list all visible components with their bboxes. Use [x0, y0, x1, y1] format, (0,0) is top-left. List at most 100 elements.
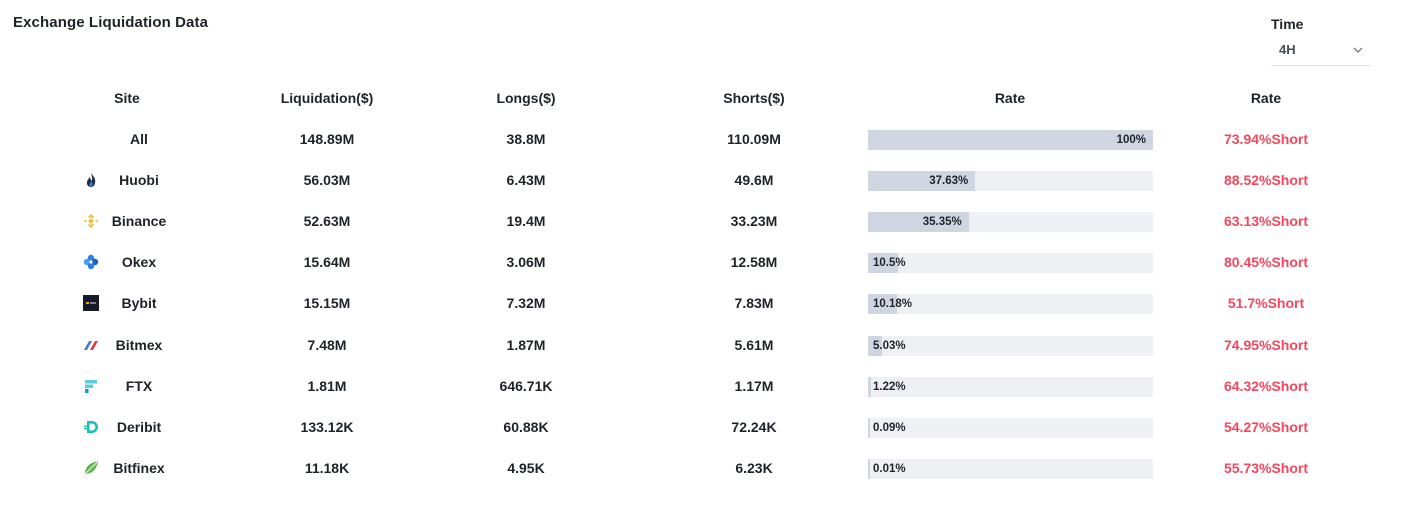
share-bar-track: 0.09%: [868, 418, 1153, 438]
short-rate-value: 64.32%Short: [1223, 378, 1309, 394]
liquidation-value: 148.89M: [299, 131, 355, 147]
share-bar-track: 10.18%: [868, 294, 1153, 314]
ftx-bars-icon: [83, 378, 99, 394]
column-header-rate-share: Rate: [994, 90, 1026, 106]
share-bar-label: 1.22%: [873, 381, 906, 393]
short-rate-value: 55.73%Short: [1223, 460, 1309, 476]
bitfinex-leaf-icon: [83, 460, 99, 476]
table-row: Binance 52.63M 19.4M 33.23M 35.35% 63.13%Shor…: [0, 211, 1404, 232]
site-name: Huobi: [119, 172, 159, 188]
time-select-value: 4H: [1279, 42, 1296, 57]
share-bar-label: 10.18%: [873, 298, 913, 310]
column-header-site: Site: [114, 90, 140, 106]
site-name: All: [130, 131, 148, 147]
share-bar-fill: [868, 212, 969, 232]
share-bar-fill: [868, 253, 898, 273]
table-row: Okex 15.64M 3.06M 12.58M 10.5% 80.45%Short: [0, 252, 1404, 273]
shorts-value: 72.24K: [731, 419, 777, 435]
liquidation-value: 133.12K: [300, 419, 354, 435]
site-name: Bitmex: [115, 337, 163, 353]
share-bar-label: 37.63%: [929, 175, 969, 187]
bitmex-slash-icon: [83, 337, 99, 353]
share-bar-track: 35.35%: [868, 212, 1153, 232]
table-row: Bitfinex 11.18K 4.95K 6.23K 0.01% 55.73%Short: [0, 458, 1404, 479]
okex-cluster-icon: [83, 254, 99, 270]
longs-value: 38.8M: [506, 131, 546, 147]
site-cell: Huobi: [60, 170, 210, 190]
share-bar-track: 37.63%: [868, 171, 1153, 191]
share-bar-label: 0.01%: [873, 463, 906, 475]
shorts-value: 1.17M: [734, 378, 774, 394]
share-bar-fill: [868, 130, 1153, 150]
liquidation-value: 15.15M: [303, 295, 351, 311]
share-bar-label: 0.09%: [873, 422, 906, 434]
table-row: Deribit 133.12K 60.88K 72.24K 0.09% 54.27%Sho…: [0, 417, 1404, 438]
table-row: FTX 1.81M 646.71K 1.17M 1.22% 64.32%Short: [0, 376, 1404, 397]
share-bar-fill: [868, 418, 870, 438]
share-bar-label: 5.03%: [873, 340, 906, 352]
shorts-value: 33.23M: [730, 213, 778, 229]
shorts-value: 5.61M: [734, 337, 774, 353]
site-cell: Bitmex: [60, 335, 210, 355]
short-rate-value: 74.95%Short: [1223, 337, 1309, 353]
shorts-value: 49.6M: [734, 172, 774, 188]
table-row: Huobi 56.03M 6.43M 49.6M 37.63% 88.52%Short: [0, 170, 1404, 191]
site-name: Okex: [121, 254, 157, 270]
share-bar-fill: [868, 459, 870, 479]
site-cell: All: [60, 129, 210, 149]
column-header-liquidation: Liquidation($): [280, 90, 374, 106]
share-bar-track: 100%: [868, 130, 1153, 150]
table-row: Bitmex 7.48M 1.87M 5.61M 5.03% 74.95%Short: [0, 335, 1404, 356]
share-bar-fill: [868, 294, 897, 314]
longs-value: 60.88K: [503, 419, 549, 435]
time-filter: Time 4H: [1271, 16, 1371, 66]
share-bar-track: 10.5%: [868, 253, 1153, 273]
binance-diamond-icon: [83, 213, 99, 229]
share-bar-fill: [868, 377, 872, 397]
time-select[interactable]: 4H: [1271, 40, 1371, 66]
longs-value: 1.87M: [506, 337, 546, 353]
liquidation-value: 7.48M: [307, 337, 347, 353]
share-bar-track: 1.22%: [868, 377, 1153, 397]
share-bar-track: 5.03%: [868, 336, 1153, 356]
short-rate-value: 63.13%Short: [1223, 213, 1309, 229]
longs-value: 7.32M: [506, 295, 546, 311]
chevron-down-icon: [1353, 47, 1363, 53]
longs-value: 4.95K: [507, 460, 545, 476]
column-header-shorts: Shorts($): [723, 90, 785, 106]
table-row: Bybit 15.15M 7.32M 7.83M 10.18% 51.7%Short: [0, 293, 1404, 314]
site-cell: Okex: [60, 252, 210, 272]
short-rate-value: 80.45%Short: [1223, 254, 1309, 270]
longs-value: 19.4M: [506, 213, 546, 229]
site-name: Bitfinex: [113, 460, 165, 476]
column-header-rate-short: Rate: [1250, 90, 1282, 106]
short-rate-value: 54.27%Short: [1223, 419, 1309, 435]
share-bar-fill: [868, 171, 976, 191]
bybit-square-icon: [83, 295, 99, 311]
site-name: Deribit: [116, 419, 162, 435]
site-name: FTX: [125, 378, 153, 394]
site-cell: Deribit: [60, 417, 210, 437]
site-cell: Bitfinex: [60, 458, 210, 478]
short-rate-value: 88.52%Short: [1223, 172, 1309, 188]
liquidation-value: 56.03M: [303, 172, 351, 188]
site-cell: Bybit: [60, 293, 210, 313]
deribit-d-icon: [83, 419, 99, 435]
table-header: Site Liquidation($) Longs($) Shorts($) R…: [0, 88, 1404, 108]
shorts-value: 110.09M: [727, 131, 781, 147]
share-bar-track: 0.01%: [868, 459, 1153, 479]
page-title: Exchange Liquidation Data: [13, 14, 209, 31]
short-rate-value: 51.7%Short: [1227, 295, 1305, 311]
short-rate-value: 73.94%Short: [1223, 131, 1309, 147]
site-name: Binance: [111, 213, 167, 229]
site-cell: Binance: [60, 211, 210, 231]
liquidation-value: 1.81M: [307, 378, 347, 394]
share-bar-label: 100%: [1116, 134, 1146, 146]
liquidation-value: 11.18K: [304, 460, 350, 476]
longs-value: 3.06M: [506, 254, 546, 270]
table-row: All 148.89M 38.8M 110.09M 100% 73.94%Short: [0, 129, 1404, 150]
share-bar-fill: [868, 336, 883, 356]
huobi-flame-icon: [83, 172, 99, 188]
share-bar-label: 10.5%: [873, 257, 906, 269]
site-cell: FTX: [60, 376, 210, 396]
